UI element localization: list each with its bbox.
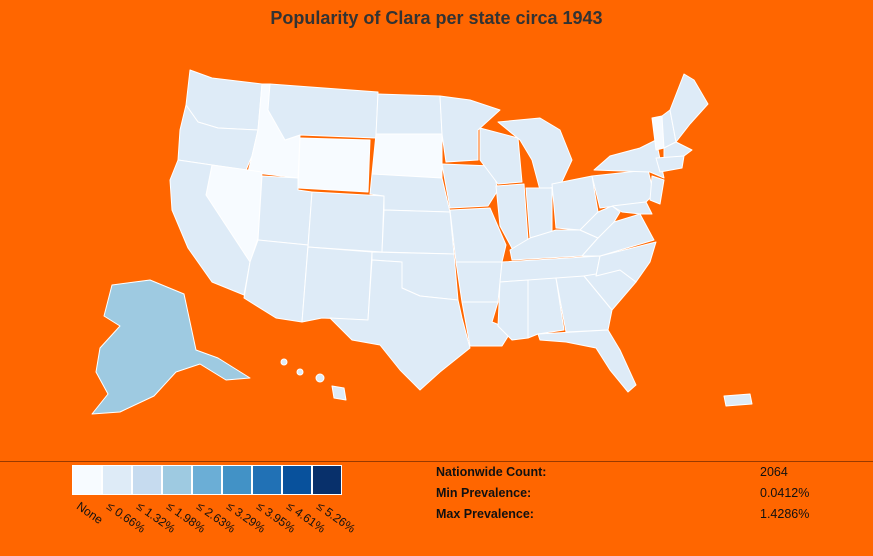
- stats-panel: Nationwide Count: 2064 Min Prevalence: 0…: [436, 465, 836, 528]
- state-wyoming[interactable]: [297, 137, 371, 193]
- state-west-virginia[interactable]: [579, 205, 621, 239]
- max-prevalence-value: 1.4286%: [760, 507, 810, 521]
- min-prevalence-value: 0.0412%: [760, 486, 810, 500]
- legend-label-none: None: [73, 499, 106, 527]
- state-south-dakota[interactable]: [371, 133, 443, 179]
- state-montana[interactable]: [267, 83, 379, 141]
- state-connecticut-rhode-island[interactable]: [655, 155, 685, 173]
- nationwide-count-value: 2064: [760, 465, 788, 479]
- legend-swatch-6: [252, 465, 282, 495]
- state-north-dakota[interactable]: [375, 93, 443, 135]
- state-new-jersey[interactable]: [649, 175, 665, 205]
- state-hawaii-island-2: [315, 373, 325, 383]
- legend-divider: [0, 461, 873, 462]
- state-california[interactable]: [169, 159, 251, 296]
- state-texas[interactable]: [329, 259, 471, 391]
- state-minnesota[interactable]: [439, 95, 501, 163]
- state-kansas[interactable]: [381, 209, 455, 255]
- min-prevalence-label: Min Prevalence:: [436, 486, 532, 500]
- state-wisconsin[interactable]: [479, 127, 523, 185]
- state-alabama[interactable]: [527, 277, 565, 339]
- state-hawaii[interactable]: [331, 385, 347, 401]
- legend-swatch-5: [222, 465, 252, 495]
- legend-swatch-2: [132, 465, 162, 495]
- legend-swatch-3: [162, 465, 192, 495]
- state-hawaii-island-3: [296, 368, 304, 376]
- state-maryland-delaware[interactable]: [611, 201, 653, 215]
- state-arkansas[interactable]: [455, 261, 503, 303]
- legend-swatch-4: [192, 465, 222, 495]
- state-colorado[interactable]: [307, 191, 385, 253]
- nationwide-count-label: Nationwide Count:: [436, 465, 547, 479]
- state-alaska[interactable]: [91, 279, 251, 415]
- state-arizona[interactable]: [243, 239, 309, 323]
- stat-row-nationwide-count: Nationwide Count: 2064: [436, 465, 836, 486]
- legend-swatch-1: [102, 465, 132, 495]
- state-massachusetts[interactable]: [663, 141, 693, 159]
- legend-swatch-8: [312, 465, 342, 495]
- legend-swatch-7: [282, 465, 312, 495]
- stat-row-max-prevalence: Max Prevalence: 1.4286%: [436, 507, 836, 528]
- legend-swatch-none: [72, 465, 102, 495]
- state-hawaii-island-4: [280, 358, 288, 366]
- state-north-carolina[interactable]: [595, 241, 657, 283]
- state-maine[interactable]: [669, 73, 709, 143]
- color-legend: None ≤ 0.66% ≤ 1.32% ≤ 1.98% ≤ 2.63% ≤ 3…: [72, 465, 358, 555]
- territory-puerto-rico[interactable]: [723, 393, 753, 407]
- state-florida[interactable]: [537, 329, 637, 393]
- state-missouri[interactable]: [449, 207, 507, 263]
- stat-row-min-prevalence: Min Prevalence: 0.0412%: [436, 486, 836, 507]
- state-mississippi[interactable]: [497, 279, 529, 341]
- state-indiana[interactable]: [525, 187, 553, 239]
- state-georgia[interactable]: [555, 275, 613, 333]
- map-title: Popularity of Clara per state circa 1943: [270, 8, 603, 28]
- state-new-mexico[interactable]: [301, 246, 373, 323]
- us-choropleth-map: [91, 69, 753, 415]
- max-prevalence-label: Max Prevalence:: [436, 507, 534, 521]
